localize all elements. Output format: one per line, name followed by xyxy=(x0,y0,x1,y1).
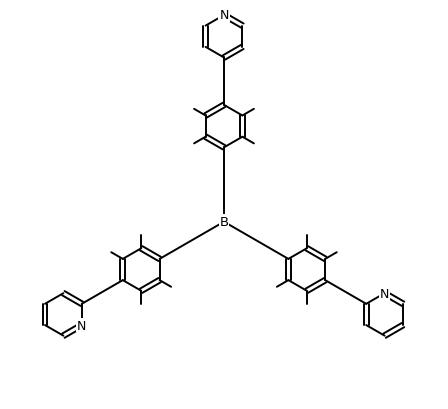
Text: N: N xyxy=(77,319,86,332)
Text: B: B xyxy=(220,216,228,229)
Text: N: N xyxy=(380,287,389,300)
Text: N: N xyxy=(220,9,228,22)
